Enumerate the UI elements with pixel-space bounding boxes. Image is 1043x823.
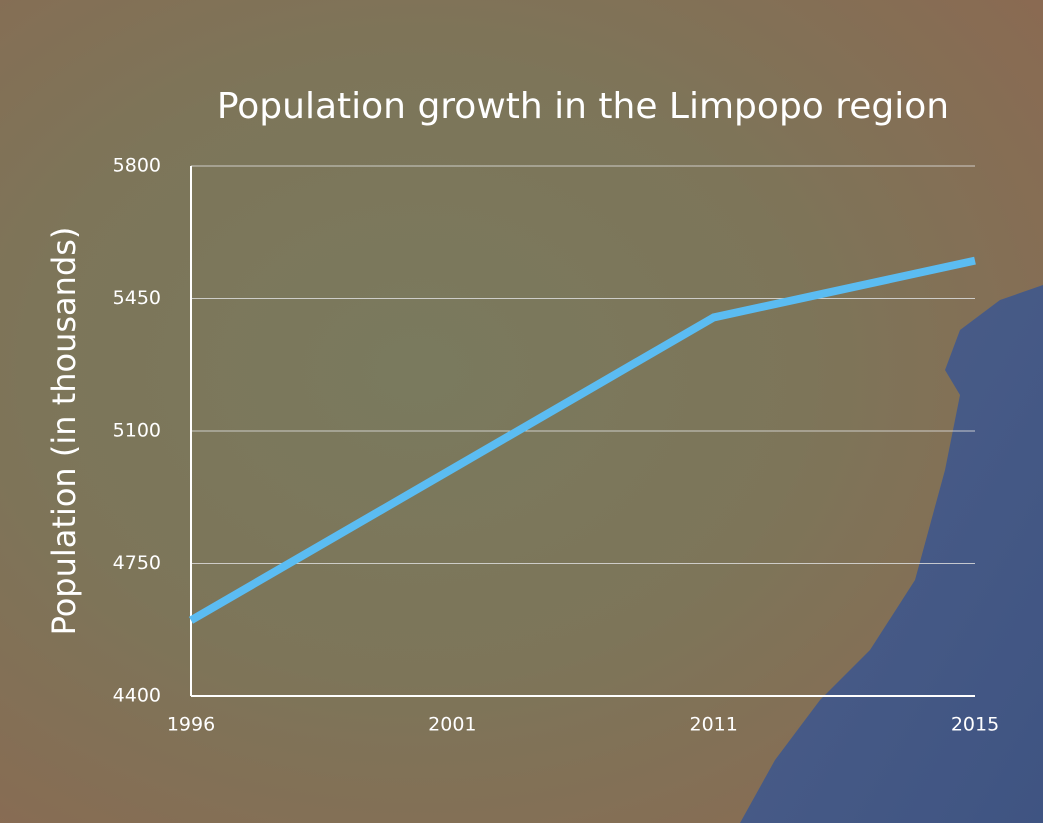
y-tick-label: 5100 (113, 420, 161, 442)
chart-title: Population growth in the Limpopo region (217, 86, 949, 127)
y-axis-label: Population (in thousands) (45, 227, 83, 636)
x-tick-label: 2011 (689, 714, 737, 736)
data-line (188, 256, 976, 624)
x-tick-label: 2015 (951, 714, 999, 736)
x-tick-label: 1996 (167, 714, 215, 736)
y-tick-label: 5450 (113, 287, 161, 309)
background-sea (740, 285, 1043, 823)
y-tick-label: 5800 (113, 155, 161, 177)
x-tick-label: 2001 (428, 714, 476, 736)
y-tick-label: 4400 (113, 685, 161, 707)
y-tick-label: 4750 (113, 552, 161, 574)
